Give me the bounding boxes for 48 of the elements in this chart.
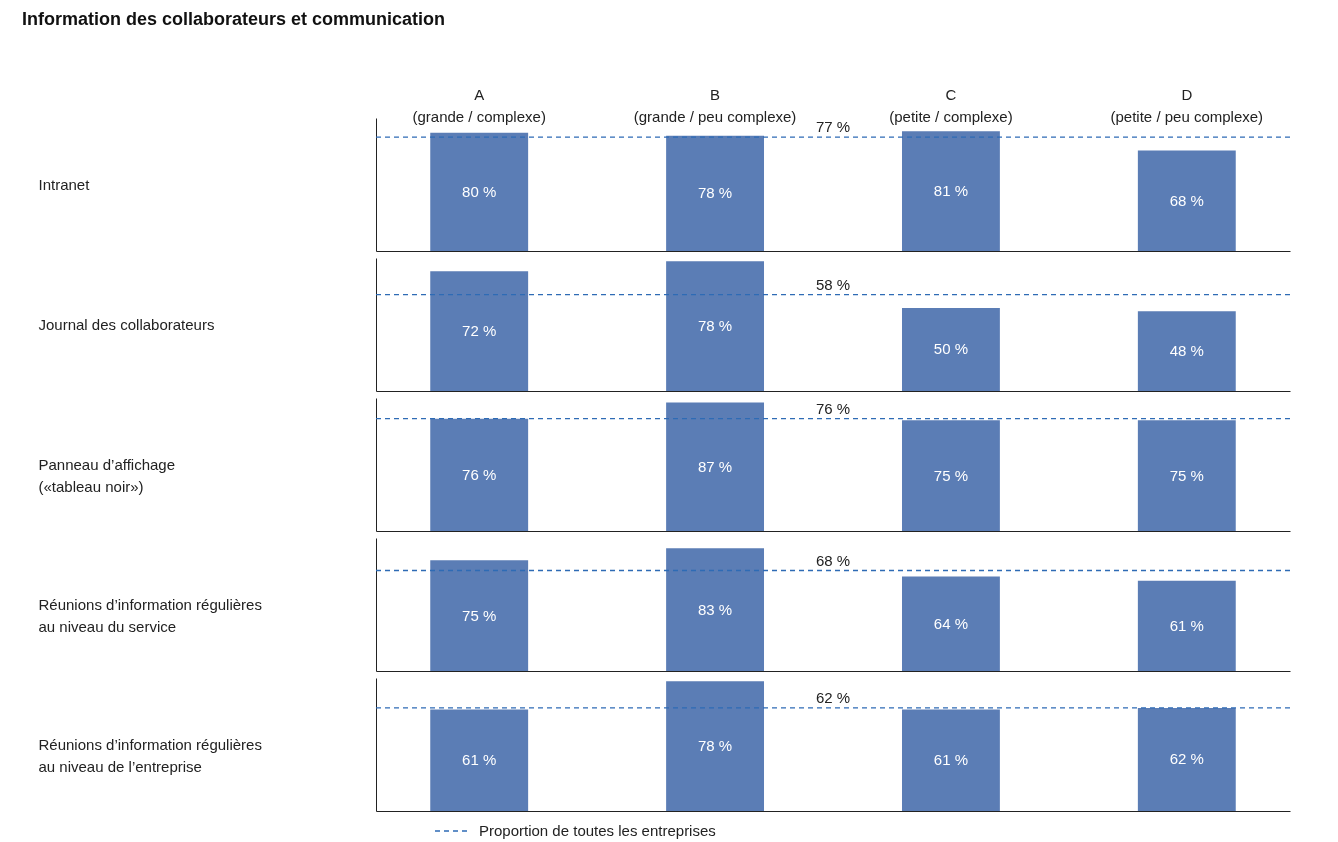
data-label: 80 % bbox=[462, 182, 497, 200]
text: Proportion de toutes les entreprises bbox=[479, 822, 716, 839]
bar bbox=[901, 576, 1000, 671]
bar bbox=[1137, 580, 1236, 671]
data-label: 61 % bbox=[462, 751, 497, 769]
bar bbox=[430, 132, 529, 251]
bar bbox=[430, 271, 529, 391]
data-label: 76 % bbox=[462, 465, 497, 483]
data-label: 75 % bbox=[933, 466, 969, 484]
bar bbox=[430, 560, 529, 671]
data-label: 48 % bbox=[1169, 342, 1204, 360]
bar bbox=[1137, 150, 1236, 251]
data-label: 50 % bbox=[933, 340, 969, 358]
ref-line-label: 76 % bbox=[815, 399, 851, 417]
x-tick-label: D (petite / peu complexe) bbox=[1110, 85, 1264, 125]
data-label: 75 % bbox=[1169, 466, 1204, 484]
y-axis-title: Réunions d’information régulières au niveau du service bbox=[38, 596, 262, 635]
data-label: 78 % bbox=[697, 737, 733, 755]
x-tick-label: B (grande / peu complexe) bbox=[633, 85, 797, 125]
ref-line-label: 77 % bbox=[815, 118, 851, 136]
bar bbox=[901, 307, 1000, 391]
data-label: 64 % bbox=[933, 614, 969, 632]
ref-line-label: 68 % bbox=[815, 551, 851, 569]
data-label: 62 % bbox=[1169, 750, 1204, 768]
bar bbox=[1137, 311, 1236, 391]
y-axis-title: Journal des collaborateurs bbox=[38, 316, 215, 333]
bar bbox=[666, 135, 765, 251]
data-label: 61 % bbox=[1169, 616, 1204, 634]
y-axis-title: Panneau d’affichage («tableau noir») bbox=[38, 456, 176, 495]
bar bbox=[666, 261, 765, 391]
bar bbox=[901, 131, 1000, 251]
data-label: 68 % bbox=[1169, 191, 1204, 209]
data-label: 61 % bbox=[933, 751, 969, 769]
data-label: 83 % bbox=[697, 600, 733, 618]
y-axis-title: Réunions d’information régulières au niveau de l’entreprise bbox=[38, 736, 262, 775]
data-label: 75 % bbox=[462, 606, 497, 624]
y-axis-title: Intranet bbox=[38, 176, 91, 193]
ref-line-label: 58 % bbox=[815, 275, 851, 293]
x-tick-label: A (grande / complexe) bbox=[412, 85, 546, 125]
data-label: 78 % bbox=[697, 317, 733, 335]
bar bbox=[666, 548, 765, 671]
ref-line-label: 62 % bbox=[815, 688, 851, 706]
data-label: 72 % bbox=[462, 322, 497, 340]
chart-title: Information des collaborateurs et communication bbox=[22, 9, 446, 29]
data-label: 78 % bbox=[697, 184, 733, 202]
data-label: 87 % bbox=[697, 457, 733, 475]
data-label: 81 % bbox=[933, 182, 969, 200]
x-tick-label: C (petite / complexe) bbox=[889, 85, 1013, 125]
